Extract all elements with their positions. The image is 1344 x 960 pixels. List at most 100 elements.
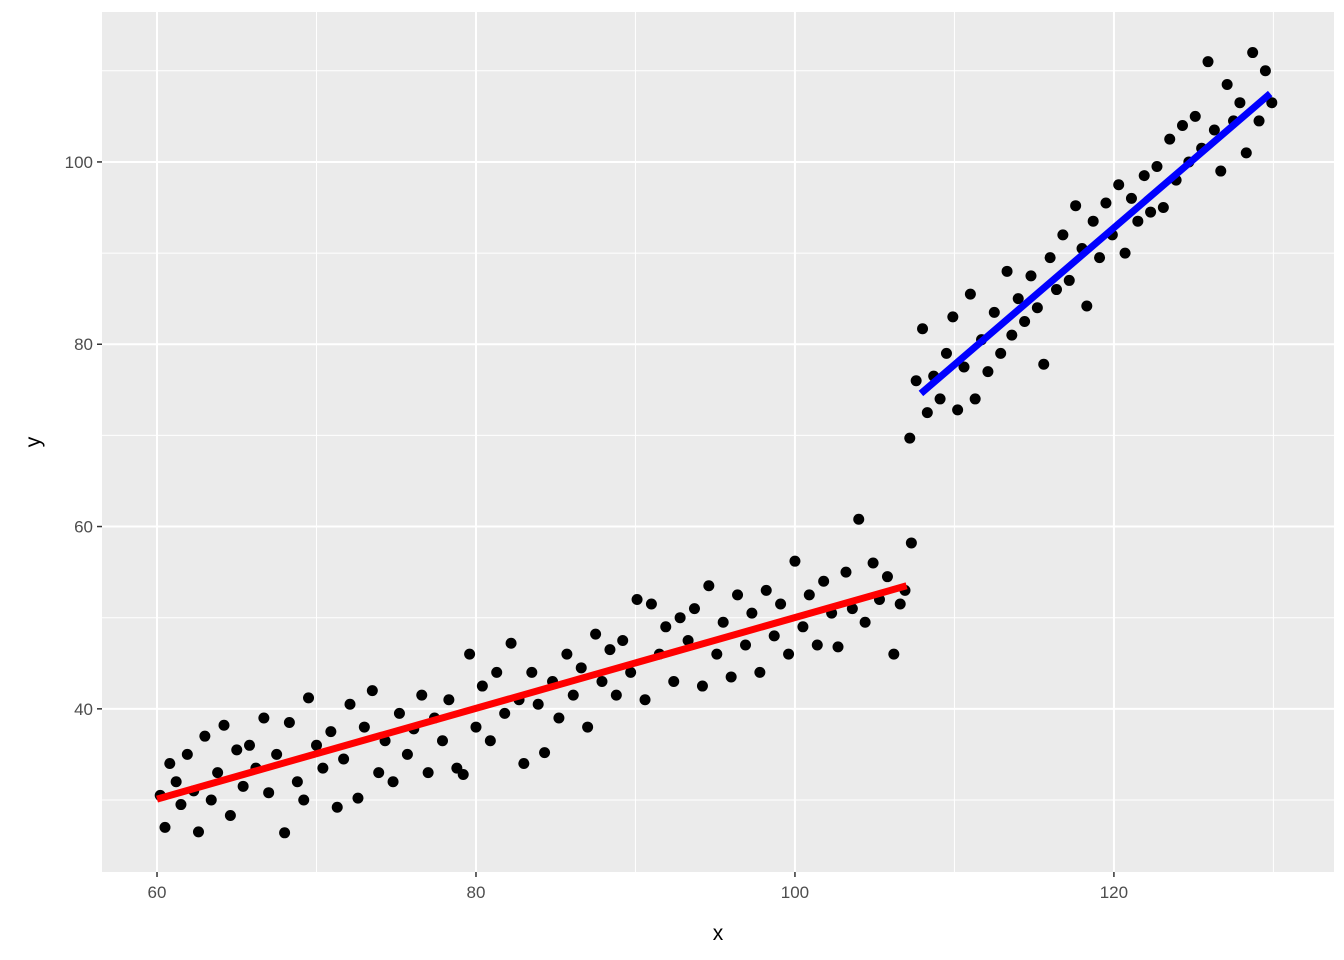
point [1253,115,1265,127]
point [205,794,217,806]
point [1247,47,1259,59]
point [1119,247,1131,259]
x-tick-label: 100 [781,883,809,902]
point [470,721,482,733]
point [311,739,323,751]
y-tick-label: 40 [74,700,93,719]
point [1157,202,1169,214]
point [298,794,310,806]
point [1001,265,1013,277]
point [218,719,230,731]
point [660,621,672,633]
point [775,598,787,610]
point [1012,293,1024,305]
point [995,347,1007,359]
point [192,826,204,838]
point [910,375,922,387]
point [393,707,405,719]
point [283,717,295,729]
point [604,644,616,656]
point [1208,124,1220,136]
point [331,801,343,813]
point [645,598,657,610]
point [279,827,291,839]
point [688,603,700,615]
point [352,792,364,804]
y-axis-title: y [22,436,45,447]
point [1215,165,1227,177]
point [1259,65,1271,77]
point [170,776,182,788]
x-tick-label: 120 [1100,883,1128,902]
y-tick-label: 60 [74,518,93,537]
point [859,616,871,628]
point [1031,302,1043,314]
point [271,748,283,760]
point [740,639,752,651]
point [464,648,476,660]
point [590,628,602,640]
point [317,762,329,774]
point [181,748,193,760]
x-tick-label: 60 [148,883,167,902]
point [291,776,303,788]
point [631,593,643,605]
point [567,689,579,701]
point [682,634,694,646]
point [610,689,622,701]
point [840,566,852,578]
point [732,589,744,601]
point [964,288,976,300]
point [888,648,900,660]
point [532,698,544,710]
point [982,366,994,378]
point [789,555,801,567]
point [1038,358,1050,370]
y-tick-label: 100 [65,153,93,172]
point [952,404,964,416]
point [696,680,708,692]
point [199,730,211,742]
point [904,432,916,444]
point [231,744,243,756]
point [760,584,772,596]
point [484,735,496,747]
point [1006,329,1018,341]
point [1019,315,1031,327]
point [1145,206,1157,218]
point [1234,97,1246,109]
point [1063,274,1075,286]
point [1125,192,1137,204]
point [905,537,917,549]
point [894,598,906,610]
point [811,639,823,651]
point [969,393,981,405]
point [344,698,356,710]
point [947,311,959,323]
point [575,662,587,674]
x-axis-title: x [713,922,724,945]
point [244,739,256,751]
point [338,753,350,765]
point [867,557,879,569]
point [263,787,275,799]
fit-line [918,90,1273,397]
point [422,767,434,779]
point [596,675,608,687]
point [1132,215,1144,227]
point [518,758,530,770]
point [358,721,370,733]
point [224,809,236,821]
point [561,648,573,660]
point [1051,284,1063,296]
point [674,612,686,624]
point [1189,110,1201,122]
point [539,747,551,759]
point [1044,252,1056,264]
point [416,689,428,701]
point [505,637,517,649]
point [1138,170,1150,182]
point [325,726,337,738]
point [818,575,830,587]
point [768,630,780,642]
